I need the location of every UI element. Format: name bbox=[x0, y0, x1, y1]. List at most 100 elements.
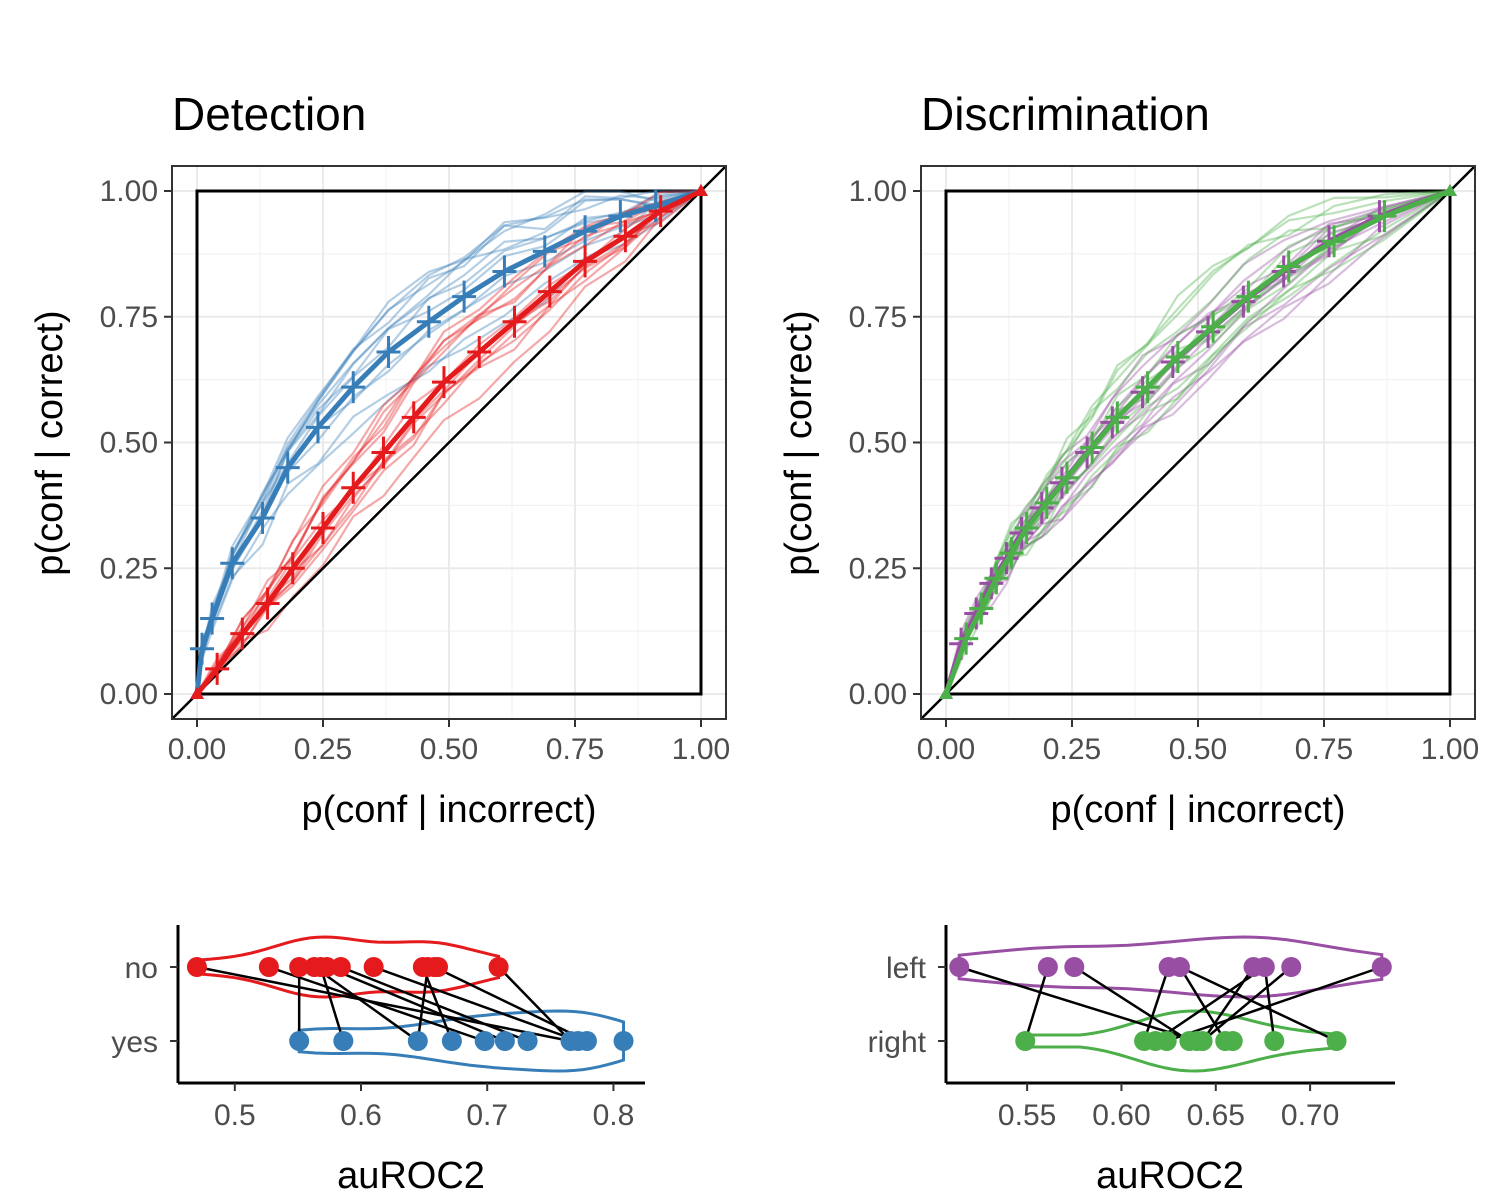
x-tick-label: 0.00 bbox=[168, 733, 226, 766]
data-point-no bbox=[258, 957, 279, 977]
x-tick-label: 0.00 bbox=[917, 733, 975, 766]
paired-line bbox=[1142, 966, 1170, 1042]
data-point-left bbox=[1371, 957, 1392, 977]
y-tick-label: 0.75 bbox=[849, 301, 907, 334]
data-point-left bbox=[1169, 957, 1190, 977]
data-point-no bbox=[428, 957, 449, 977]
discrimination-auroc-x-axis-title: auROC2 bbox=[1096, 1155, 1244, 1197]
participant-line-right bbox=[944, 190, 1451, 695]
data-point-right bbox=[1192, 1031, 1213, 1051]
data-point-left bbox=[1037, 957, 1058, 977]
paired-line bbox=[433, 965, 588, 1043]
x-tick-label: 1.00 bbox=[1421, 733, 1479, 766]
participant-line-right bbox=[944, 190, 1451, 695]
y-tick-label: 0.75 bbox=[100, 301, 158, 334]
x-tick-label: 0.70 bbox=[1281, 1099, 1339, 1132]
data-point-no bbox=[330, 957, 351, 977]
roc-endpoint-marker bbox=[939, 687, 953, 699]
y-tick-label: 0.00 bbox=[849, 678, 907, 711]
participant-line-right bbox=[944, 189, 1451, 695]
detection-y-axis-title: p(conf | correct) bbox=[29, 310, 71, 575]
mean-roc-line-right bbox=[943, 188, 1451, 695]
participant-line-right bbox=[944, 189, 1451, 695]
paired-line bbox=[1178, 966, 1227, 1042]
participant-line-right bbox=[944, 189, 1451, 695]
data-point-no bbox=[363, 957, 384, 977]
data-point-left bbox=[1254, 957, 1275, 977]
participant-line-right bbox=[944, 190, 1451, 695]
paired-line bbox=[416, 966, 430, 1042]
participant-line-right bbox=[944, 189, 1451, 695]
y-tick-label: yes bbox=[111, 1026, 158, 1059]
discrimination-title: Discrimination bbox=[921, 88, 1210, 140]
x-tick-label: 0.75 bbox=[1295, 733, 1353, 766]
roc-endpoint-marker bbox=[190, 687, 204, 699]
paired-line bbox=[268, 965, 486, 1043]
data-point-yes bbox=[494, 1031, 515, 1051]
x-tick-label: 0.65 bbox=[1187, 1099, 1245, 1132]
paired-line bbox=[340, 965, 529, 1043]
discrimination-roc-panel: 0.00 0.25 0.50 0.75 1.00 0.00 0.25 0.50 0.75 1.00 bbox=[849, 165, 1479, 766]
paired-line bbox=[1073, 965, 1191, 1043]
paired-line bbox=[1024, 966, 1050, 1042]
paired-line bbox=[326, 965, 506, 1043]
paired-line bbox=[958, 965, 1198, 1043]
y-tick-label: 1.00 bbox=[100, 175, 158, 208]
data-point-yes bbox=[517, 1031, 538, 1051]
data-point-no bbox=[289, 957, 310, 977]
y-tick-label: no bbox=[125, 952, 158, 985]
discrimination-y-axis-title: p(conf | correct) bbox=[778, 310, 820, 575]
participant-line-right bbox=[944, 189, 1451, 695]
data-point-no bbox=[488, 957, 509, 977]
detection-auroc-panel: no yes 0.5 0.6 0.7 0.8 bbox=[111, 925, 645, 1132]
violin-no bbox=[195, 935, 501, 999]
y-tick-label: 1.00 bbox=[849, 175, 907, 208]
data-point-yes bbox=[576, 1031, 597, 1051]
detection-x-axis-title: p(conf | incorrect) bbox=[302, 789, 597, 831]
discrimination-x-axis-title: p(conf | incorrect) bbox=[1051, 789, 1346, 831]
detection-auroc-x-axis-title: auROC2 bbox=[337, 1155, 485, 1197]
violin-left bbox=[957, 935, 1384, 999]
y-tick-label: right bbox=[868, 1026, 927, 1059]
detection-title: Detection bbox=[172, 88, 366, 140]
data-point-yes bbox=[613, 1031, 634, 1051]
data-point-left bbox=[1281, 957, 1302, 977]
paired-line bbox=[313, 965, 419, 1043]
paired-line bbox=[1154, 965, 1266, 1043]
x-tick-label: 0.50 bbox=[1169, 733, 1227, 766]
roc-endpoint-marker bbox=[1443, 184, 1457, 196]
roc-endpoint-marker bbox=[694, 184, 708, 196]
y-tick-label: 0.00 bbox=[100, 678, 158, 711]
data-point-left bbox=[949, 957, 970, 977]
unit-square bbox=[944, 189, 1452, 696]
data-point-yes bbox=[333, 1031, 354, 1051]
data-point-right bbox=[1222, 1031, 1243, 1051]
data-point-no bbox=[186, 957, 207, 977]
paired-line bbox=[1179, 965, 1338, 1043]
data-point-left bbox=[1064, 957, 1085, 977]
x-tick-label: 0.55 bbox=[998, 1099, 1056, 1132]
unit-square bbox=[195, 189, 703, 696]
data-point-yes bbox=[289, 1031, 310, 1051]
data-point-right bbox=[1326, 1031, 1347, 1051]
x-tick-label: 1.00 bbox=[672, 733, 730, 766]
x-tick-label: 0.50 bbox=[420, 733, 478, 766]
paired-line bbox=[1166, 965, 1383, 1043]
data-point-right bbox=[1264, 1031, 1285, 1051]
data-point-right bbox=[1015, 1031, 1036, 1051]
violin-yes bbox=[297, 1009, 625, 1073]
y-tick-label: 0.25 bbox=[100, 552, 158, 585]
paired-line bbox=[1263, 966, 1276, 1042]
paired-line bbox=[196, 965, 571, 1043]
x-tick-label: 0.25 bbox=[294, 733, 352, 766]
paired-line bbox=[373, 965, 579, 1043]
data-point-yes bbox=[441, 1031, 462, 1051]
y-tick-label: 0.50 bbox=[849, 427, 907, 460]
x-tick-label: 0.75 bbox=[546, 733, 604, 766]
detection-roc-panel: 0.00 0.25 0.50 0.75 1.00 0.00 0.25 0.50 0.75 1.00 bbox=[100, 165, 730, 766]
paired-line bbox=[497, 966, 572, 1042]
data-point-yes bbox=[474, 1031, 495, 1051]
x-tick-label: 0.6 bbox=[340, 1099, 382, 1132]
chance-diagonal bbox=[171, 165, 727, 720]
